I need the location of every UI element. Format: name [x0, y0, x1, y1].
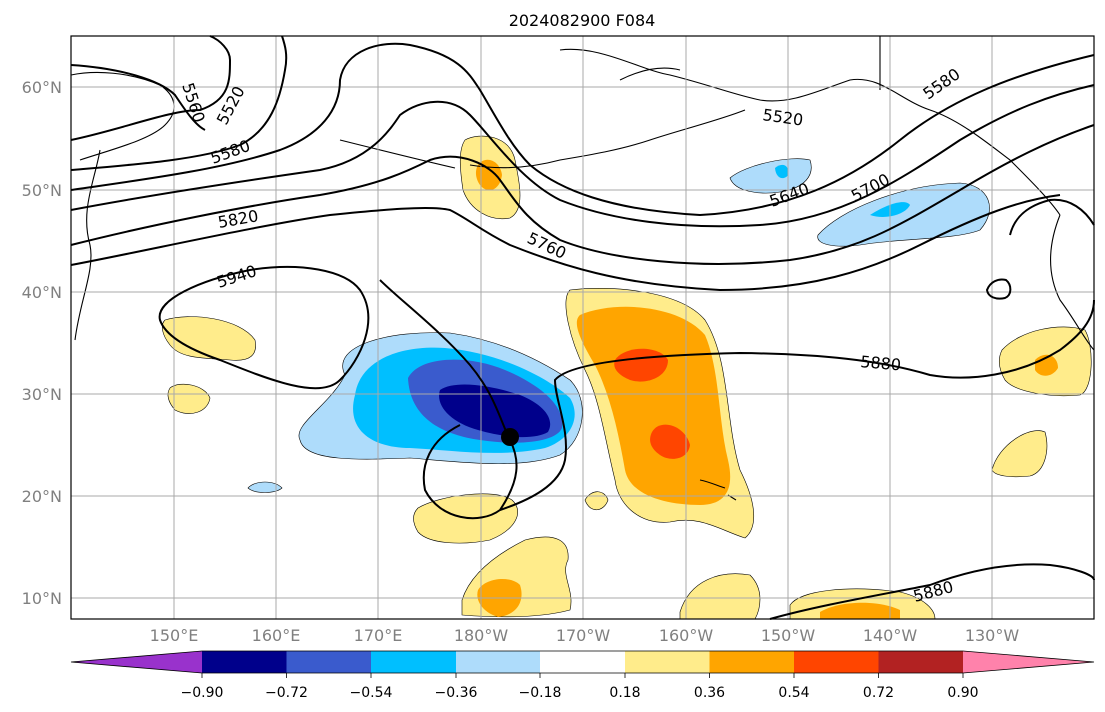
- contour-5580-west: [70, 35, 288, 171]
- contour-small-ring: [985, 278, 1012, 300]
- contour-5520-west: [70, 35, 232, 141]
- lat-label-20n: 20°N: [22, 487, 62, 506]
- colorbar-tick-10: 0.90: [947, 685, 978, 701]
- colorbar: −0.90 −0.72 −0.54 −0.36 −0.18 0.18 0.36 …: [70, 650, 1095, 701]
- aleutian-chain: [339, 109, 746, 169]
- lon-label-150e: 150°E: [150, 626, 199, 645]
- blue-patch-w: [247, 481, 283, 493]
- lat-label-50n: 50°N: [22, 181, 62, 200]
- colorbar-high-extend: [963, 651, 1094, 673]
- contour-5880-main: [499, 299, 1095, 511]
- colorbar-bin-2: [286, 651, 371, 673]
- lat-labels: 60°N 50°N 40°N 30°N 20°N 10°N: [22, 78, 62, 608]
- colorbar-bin-8: [794, 651, 879, 673]
- contour-5880-south: [769, 563, 1095, 620]
- lon-label-180w: 180°W: [454, 626, 509, 645]
- blue-patch-ne-1-core: [775, 164, 789, 179]
- lon-label-170w: 170°W: [556, 626, 611, 645]
- lon-labels: 150°E 160°E 170°E 180°W 170°W 160°W 150°…: [150, 626, 1020, 645]
- contour-outer-1: [70, 42, 1095, 217]
- contour-east-loop: [1009, 198, 1095, 236]
- positive-anomaly-core-2: [650, 424, 690, 459]
- positive-patch-se-core: [820, 602, 900, 619]
- positive-anomaly-large-2: [576, 306, 731, 505]
- colorbar-ticks: [201, 673, 964, 678]
- lat-label-30n: 30°N: [22, 385, 62, 404]
- contour-label-5880-e: 5880: [860, 352, 902, 374]
- colorbar-tick-1: −0.90: [181, 685, 224, 701]
- positive-patch-west: [161, 316, 256, 361]
- positive-patch-west-2: [167, 383, 211, 414]
- colorbar-bin-3: [371, 651, 456, 673]
- colorbar-bin-6: [625, 651, 710, 673]
- alaska-coast: [559, 48, 1061, 216]
- lon-label-160w: 160°W: [659, 626, 714, 645]
- contour-outer-2: [70, 84, 1095, 228]
- colorbar-tick-7: 0.36: [694, 685, 725, 701]
- na-west-coast: [1050, 214, 1095, 351]
- lon-label-160e: 160°E: [252, 626, 301, 645]
- colorbar-low-extend: [71, 651, 202, 673]
- contour-5760: [70, 194, 1061, 292]
- colorbar-tick-6: 0.18: [609, 685, 640, 701]
- lon-label-170e: 170°E: [354, 626, 403, 645]
- alaska-north: [619, 36, 881, 90]
- contour-5940: [158, 265, 370, 390]
- blue-patch-ne-1: [729, 158, 812, 194]
- lat-label-60n: 60°N: [22, 78, 62, 97]
- map-frame: [70, 35, 1095, 620]
- contour-5880-loop: [379, 279, 518, 520]
- contour-5560-west: [70, 64, 206, 131]
- lat-label-40n: 40°N: [22, 283, 62, 302]
- colorbar-tick-5: −0.18: [519, 685, 562, 701]
- colorbar-bin-1: [202, 651, 287, 673]
- kuril-coast: [74, 149, 101, 341]
- storm-center-marker: [501, 428, 519, 446]
- lon-label-140w: 140°W: [863, 626, 918, 645]
- negative-anomaly-core: [439, 384, 551, 438]
- height-contours: [70, 35, 1095, 620]
- colorbar-bin-7: [709, 651, 794, 673]
- map-title: 2024082900 F084: [509, 11, 656, 30]
- colorbar-bin-4: [456, 651, 540, 673]
- lon-label-150w: 150°W: [761, 626, 816, 645]
- colorbar-bin-5: [540, 651, 625, 673]
- positive-patch-east-2: [991, 430, 1048, 478]
- contour-5820: [70, 124, 1095, 265]
- colorbar-bin-9: [878, 651, 963, 673]
- map-panel: 5520 5520 5560 5580 5640 5700 5820 5940 …: [70, 35, 1095, 620]
- colorbar-tick-3: −0.54: [350, 685, 393, 701]
- colorbar-tick-9: 0.72: [863, 685, 894, 701]
- colorbar-tick-8: 0.54: [778, 685, 809, 701]
- colorbar-tick-4: −0.36: [435, 685, 478, 701]
- lon-label-130w: 130°W: [965, 626, 1020, 645]
- colorbar-tick-2: −0.72: [265, 685, 308, 701]
- gridlines: [71, 36, 1094, 619]
- lat-label-10n: 10°N: [22, 589, 62, 608]
- positive-patch-s-2: [679, 573, 761, 620]
